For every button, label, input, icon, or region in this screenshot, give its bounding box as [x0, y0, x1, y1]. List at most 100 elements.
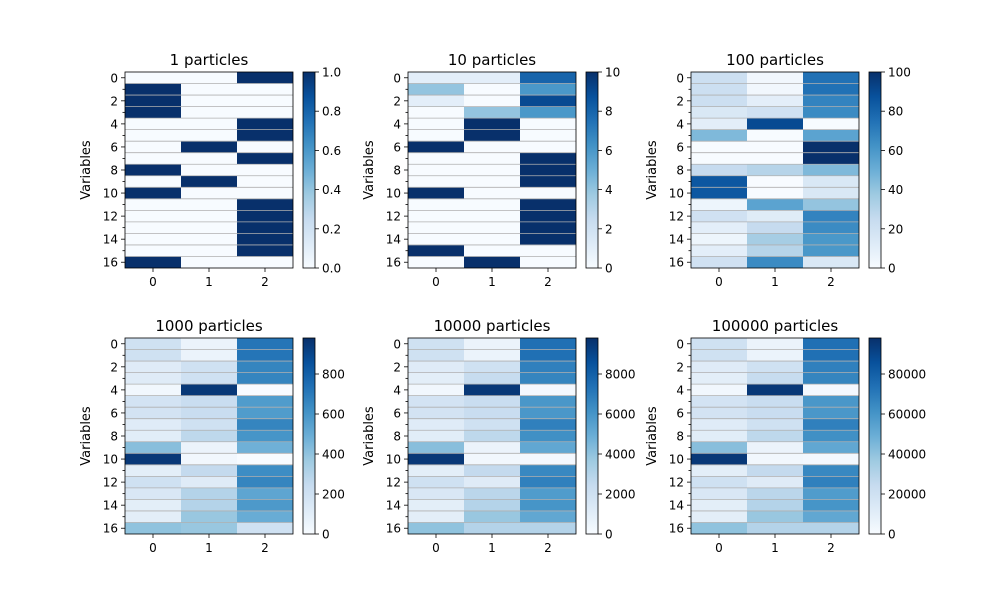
heatmap-cell-r11-c2	[520, 464, 576, 477]
heatmap-cell-r4-c1	[464, 118, 521, 131]
heatmap-cell-r7-c2	[237, 418, 293, 431]
heatmap-cell-r5-c2	[520, 395, 576, 408]
heatmap-cell-r9-c0	[691, 175, 748, 188]
x-tick-label: 1	[771, 541, 779, 555]
heatmap-cell-r14-c1	[181, 499, 238, 512]
heatmap-cell-r5-c0	[408, 129, 465, 142]
colorbar-tick-label: 100	[888, 66, 911, 80]
heatmap-cell-r3-c0	[125, 372, 182, 385]
heatmap-cell-r15-c0	[691, 510, 748, 523]
y-tick-label: 4	[393, 383, 401, 397]
panel-title: 1000 particles	[155, 317, 263, 335]
heatmap-cell-r6-c2	[520, 141, 576, 154]
heatmap-cell-r12-c1	[464, 210, 521, 223]
heatmap-cell-r5-c2	[803, 129, 859, 142]
heatmap-cell-r16-c1	[747, 522, 804, 534]
heatmap-cell-r2-c1	[181, 361, 238, 374]
heatmap-cell-r15-c0	[408, 510, 465, 523]
heatmap-cell-r2-c1	[747, 361, 804, 374]
y-tick-label: 14	[103, 499, 118, 513]
y-tick-label: 12	[103, 476, 118, 490]
heatmap-cell-r10-c0	[691, 453, 748, 466]
heatmap-cell-r4-c2	[237, 118, 293, 131]
heatmap-cell-r16-c0	[691, 256, 748, 268]
colorbar-tick-label: 8	[605, 105, 613, 119]
colorbar-tick-label: 0	[888, 528, 896, 542]
heatmap-cell-r6-c0	[125, 407, 182, 420]
heatmap-cell-r14-c2	[237, 233, 293, 246]
heatmap-cell-r6-c2	[803, 407, 859, 420]
heatmap-cell-r9-c1	[181, 441, 238, 454]
heatmap-cell-r0-c1	[181, 338, 238, 351]
panel-title: 10000 particles	[434, 317, 551, 335]
heatmap-cell-r7-c2	[520, 418, 576, 431]
colorbar-tick-label: 0	[888, 262, 896, 276]
heatmap-cell-r13-c2	[803, 487, 859, 500]
heatmap-cell-r11-c0	[408, 464, 465, 477]
y-axis-label: Variables	[79, 406, 94, 466]
heatmap-cell-r8-c0	[125, 430, 182, 443]
heatmap-cell-r0-c0	[125, 338, 182, 351]
heatmap-cell-r5-c2	[237, 129, 293, 142]
y-axis-label: Variables	[362, 406, 377, 466]
heatmap-cell-r14-c1	[747, 233, 804, 246]
heatmap-cell-r16-c0	[691, 522, 748, 534]
heatmap-cell-r13-c0	[691, 487, 748, 500]
heatmap-cell-r10-c2	[803, 187, 859, 200]
heatmap-cell-r14-c0	[408, 233, 465, 246]
panel-title: 100000 particles	[712, 317, 839, 335]
heatmap-cell-r7-c0	[125, 418, 182, 431]
y-tick-label: 6	[393, 140, 401, 154]
heatmap-cell-r3-c0	[408, 372, 465, 385]
heatmap-cell-r7-c2	[803, 152, 859, 165]
heatmap-cell-r6-c1	[747, 141, 804, 154]
heatmap-cell-r14-c1	[464, 233, 521, 246]
heatmap-cell-r5-c1	[747, 129, 804, 142]
heatmap-cell-r13-c2	[803, 221, 859, 234]
heatmap-cell-r2-c1	[181, 95, 238, 108]
heatmap-cell-r15-c1	[747, 510, 804, 523]
heatmap-cell-r2-c1	[747, 95, 804, 108]
y-tick-label: 0	[393, 71, 401, 85]
heatmap-cell-r9-c0	[691, 441, 748, 454]
heatmap-cell-r4-c2	[803, 384, 859, 397]
heatmap-cell-r11-c1	[464, 464, 521, 477]
heatmap-cell-r16-c0	[125, 256, 182, 268]
heatmap-cell-r4-c2	[520, 118, 576, 131]
colorbar-tick-label: 40	[888, 183, 903, 197]
heatmap-cell-r12-c0	[691, 210, 748, 223]
y-tick-label: 10	[103, 187, 118, 201]
heatmap-cell-r12-c2	[520, 476, 576, 489]
colorbar-tick-label: 6	[605, 144, 613, 158]
heatmap-cell-r7-c2	[803, 418, 859, 431]
heatmap-cell-r13-c1	[747, 221, 804, 234]
heatmap-cell-r16-c2	[803, 522, 859, 534]
y-tick-label: 8	[110, 430, 118, 444]
colorbar-tick-label: 1.0	[322, 66, 341, 80]
colorbar-tick-label: 200	[322, 488, 345, 502]
y-tick-label: 4	[393, 117, 401, 131]
heatmap-cell-r15-c2	[237, 244, 293, 257]
heatmap-cell-r4-c1	[747, 118, 804, 131]
heatmap-cell-r7-c0	[125, 152, 182, 165]
heatmap-cell-r16-c2	[803, 256, 859, 268]
heatmap-cell-r13-c1	[747, 487, 804, 500]
heatmap-cell-r1-c0	[408, 83, 465, 96]
y-tick-label: 6	[676, 406, 684, 420]
heatmap-cell-r3-c1	[181, 372, 238, 385]
heatmap-cell-r5-c1	[464, 395, 521, 408]
y-axis-label: Variables	[79, 140, 94, 200]
heatmap-cell-r13-c0	[408, 221, 465, 234]
heatmap-cell-r0-c1	[464, 72, 521, 85]
heatmap-cell-r10-c1	[464, 187, 521, 200]
heatmap-cell-r0-c2	[803, 338, 859, 351]
heatmap-cell-r9-c0	[125, 441, 182, 454]
heatmap-cell-r2-c1	[464, 95, 521, 108]
heatmap-cell-r4-c0	[691, 118, 748, 131]
heatmap-cell-r1-c1	[747, 349, 804, 362]
heatmap-cell-r2-c1	[464, 361, 521, 374]
heatmap-cell-r5-c0	[691, 395, 748, 408]
heatmap-cell-r1-c1	[464, 83, 521, 96]
x-tick-label: 1	[205, 275, 213, 289]
